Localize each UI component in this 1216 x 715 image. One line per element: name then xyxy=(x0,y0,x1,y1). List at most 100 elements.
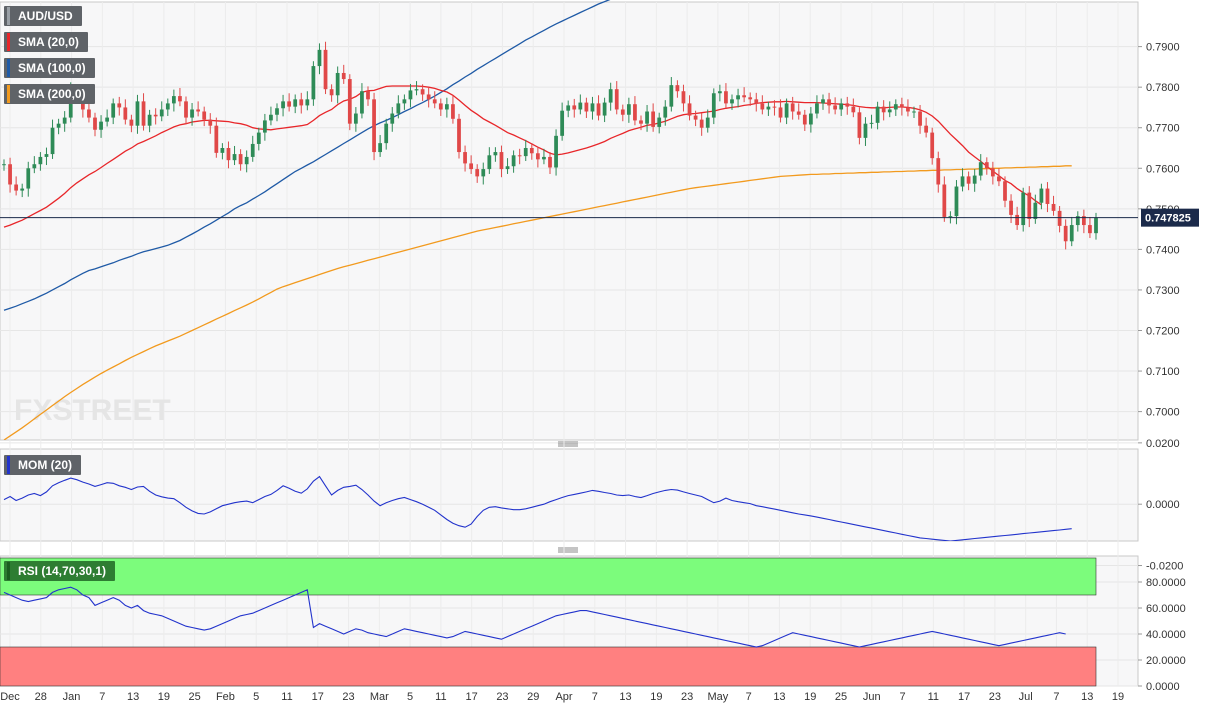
legend-sma100-label: SMA (100,0) xyxy=(18,61,86,75)
time-tick-label: Feb xyxy=(216,691,235,703)
candle xyxy=(845,96,850,115)
legend-rsi[interactable]: RSI (14,70,30,1) xyxy=(4,561,116,581)
legend-sma200[interactable]: SMA (200,0) xyxy=(4,84,95,104)
candle-body xyxy=(687,103,692,116)
candle xyxy=(942,176,947,222)
time-tick-label: 17 xyxy=(466,691,478,703)
candle xyxy=(851,98,856,118)
candle xyxy=(1039,183,1044,210)
price-tick-label: 0.7100 xyxy=(1146,366,1180,378)
time-tick-label: 7 xyxy=(1053,691,1059,703)
candle xyxy=(887,101,892,118)
candle-body xyxy=(8,164,12,185)
legend-sma100-swatch xyxy=(7,59,10,77)
candle xyxy=(560,102,565,141)
legend-sma100[interactable]: SMA (100,0) xyxy=(4,58,95,78)
candle-body xyxy=(675,85,680,92)
candle-body xyxy=(305,99,310,106)
sma100-line xyxy=(3,0,611,311)
mom-tick-label: 0.0200 xyxy=(1146,438,1180,450)
candle-body xyxy=(493,152,498,156)
candle-body xyxy=(38,156,43,165)
candle-body xyxy=(899,104,904,108)
candle xyxy=(141,93,146,131)
candle-body xyxy=(432,99,437,104)
candle-body xyxy=(256,132,261,144)
legend-sma200-swatch xyxy=(7,85,10,103)
candle-body xyxy=(863,123,868,138)
candle xyxy=(875,101,880,130)
time-tick-label: 23 xyxy=(342,691,354,703)
candle xyxy=(972,169,977,192)
time-tick-label: 7 xyxy=(99,691,105,703)
candle-body xyxy=(602,102,607,116)
rsi-tick-label: 0.0000 xyxy=(1146,681,1180,693)
sma20-line xyxy=(3,85,1042,228)
candle xyxy=(372,92,376,161)
time-tick-label: 17 xyxy=(312,691,324,703)
candle xyxy=(542,148,546,165)
time-tick-label: 11 xyxy=(928,691,939,703)
candle-body xyxy=(444,104,449,110)
candle xyxy=(44,147,49,166)
candle-body xyxy=(984,162,989,169)
candle xyxy=(220,143,225,160)
candle xyxy=(633,96,637,126)
candle-body xyxy=(966,176,971,184)
candle-body xyxy=(153,114,158,117)
time-tick-label: 11 xyxy=(281,691,292,703)
candle-body xyxy=(44,154,49,157)
candle xyxy=(147,109,152,133)
candle xyxy=(796,103,801,120)
candle xyxy=(275,103,279,122)
candle-body xyxy=(14,184,19,191)
candle xyxy=(62,111,67,132)
candle xyxy=(123,99,128,125)
candle xyxy=(912,106,916,118)
candle xyxy=(135,94,140,134)
time-tick-label: 28 xyxy=(35,691,47,703)
candle xyxy=(760,95,765,115)
candle-body xyxy=(1015,214,1020,226)
candle xyxy=(566,100,571,118)
candle-body xyxy=(2,164,6,166)
candle-body xyxy=(754,99,759,104)
candle-body xyxy=(141,101,146,126)
candle xyxy=(250,135,255,162)
price-mom-divider-handle[interactable] xyxy=(558,441,578,447)
candle-body xyxy=(414,89,419,91)
candle-body xyxy=(214,125,219,153)
candle xyxy=(159,101,164,122)
legend-mom[interactable]: MOM (20) xyxy=(4,455,81,475)
candle-body xyxy=(802,114,807,125)
candle-body xyxy=(323,49,328,90)
candle-body xyxy=(1057,210,1062,226)
candle xyxy=(997,168,1001,187)
candle-body xyxy=(772,106,777,108)
time-tick-label: 23 xyxy=(496,691,508,703)
mom-rsi-divider-handle[interactable] xyxy=(558,547,578,553)
legend-symbol-swatch xyxy=(7,7,10,25)
legend-sma20[interactable]: SMA (20,0) xyxy=(4,32,88,52)
candle-body xyxy=(669,85,674,107)
candle-body xyxy=(881,106,886,113)
time-tick-label: Mar xyxy=(370,691,389,703)
candle xyxy=(287,93,292,112)
candle xyxy=(323,41,328,95)
candle xyxy=(499,145,504,178)
candle-body xyxy=(978,162,983,176)
candle-body xyxy=(420,89,425,95)
candle xyxy=(742,87,747,103)
candle-body xyxy=(408,90,413,100)
candle-body xyxy=(165,103,170,110)
candle-body xyxy=(857,112,862,138)
candle-body xyxy=(1033,202,1038,219)
candle-body xyxy=(784,103,789,118)
candle xyxy=(833,97,838,115)
candle xyxy=(1009,194,1013,224)
candle-body xyxy=(851,106,856,113)
candle xyxy=(414,81,419,96)
candle-body xyxy=(147,114,152,126)
candle xyxy=(238,149,243,171)
candle-body xyxy=(639,120,643,124)
